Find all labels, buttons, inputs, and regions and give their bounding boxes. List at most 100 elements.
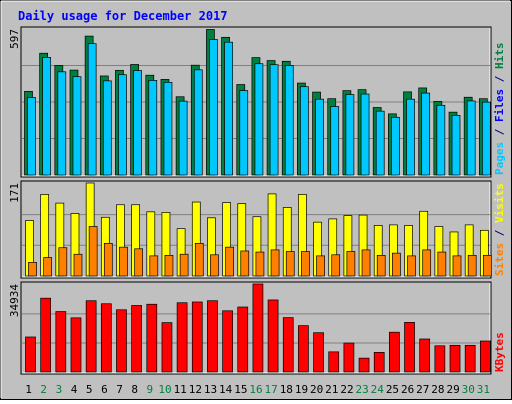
kbytes-bar: [40, 297, 52, 373]
day-tick-label: 22: [340, 383, 353, 396]
day-tick-label: 29: [446, 383, 459, 396]
sites-bar: [437, 251, 447, 277]
sites-bar: [482, 254, 492, 277]
kbytes-bar: [343, 342, 355, 373]
side-legend-item: /: [493, 69, 506, 89]
kbytes-bar: [267, 299, 279, 373]
sites-bar: [103, 243, 113, 277]
day-tick-label: 5: [86, 383, 93, 396]
kbytes-bar: [237, 306, 249, 373]
day-tick-label: 24: [371, 383, 385, 396]
day-tick-label: 20: [310, 383, 323, 396]
day-tick-label: 8: [131, 383, 138, 396]
sites-bar: [134, 248, 143, 277]
kbytes-bar: [419, 338, 431, 373]
kbytes-bar: [313, 332, 324, 373]
sites-bar: [376, 254, 386, 277]
side-legend-item: Sites: [493, 243, 506, 276]
kbytes-bar: [131, 305, 142, 373]
day-tick-label: 25: [386, 383, 399, 396]
side-legend-item: Pages: [493, 142, 506, 175]
files-bar: [345, 94, 355, 176]
sites-bar: [179, 253, 189, 277]
kbytes-bar: [434, 345, 446, 373]
sites-bar: [346, 251, 356, 277]
kbytes-bar: [85, 300, 97, 373]
sites-bar: [210, 254, 219, 277]
sites-bar: [255, 251, 265, 277]
sites-bar: [407, 255, 416, 277]
day-tick-label: 17: [265, 383, 278, 396]
files-bar: [375, 110, 385, 176]
kbytes-bar: [464, 344, 476, 373]
day-tick-label: 6: [101, 383, 108, 396]
files-bar: [269, 64, 279, 176]
sites-bar: [361, 249, 371, 277]
files-bar: [42, 57, 52, 176]
kbytes-bar: [191, 301, 203, 373]
kbytes-bar: [328, 351, 340, 373]
sites-bar: [392, 252, 401, 277]
sites-bar: [301, 251, 310, 277]
kbytes-bar: [116, 309, 127, 373]
y-max-label: 597: [8, 29, 21, 49]
sites-bar: [88, 226, 98, 277]
kbytes-bar: [161, 322, 173, 373]
files-bar: [391, 116, 400, 176]
sites-bar: [270, 249, 280, 277]
kbytes-bar: [479, 340, 491, 373]
chart-title: Daily usage for December 2017: [18, 9, 228, 23]
kbytes-bar: [176, 302, 188, 373]
side-legend: KBytes: [493, 332, 506, 372]
files-bar: [118, 74, 127, 176]
side-legend-item: Hits: [493, 43, 506, 70]
side-legend-item: Files: [493, 89, 506, 122]
day-tick-label: 3: [56, 383, 63, 396]
files-bar: [239, 90, 249, 176]
files-bar: [481, 101, 491, 176]
panel-visits-sites: 171 Sites / Visits: [8, 180, 506, 279]
sites-bar: [467, 254, 477, 277]
y-max-label: 34934: [8, 284, 21, 317]
day-tick-label: 23: [356, 383, 369, 396]
files-bar: [193, 69, 203, 176]
side-legend-item: Visits: [493, 183, 506, 223]
files-bar: [421, 92, 431, 176]
files-bar: [72, 76, 82, 176]
side-legend-item: /: [493, 122, 506, 142]
files-bar: [148, 80, 158, 176]
sites-bar: [58, 247, 68, 277]
sites-bar: [225, 246, 234, 277]
day-tick-label: 16: [249, 383, 262, 396]
files-bar: [224, 41, 233, 176]
day-tick-label: 19: [295, 383, 308, 396]
day-tick-label: 11: [174, 383, 187, 396]
files-bar: [360, 93, 370, 176]
side-legend: Pages / Files / Hits: [493, 43, 506, 176]
files-bar: [466, 100, 476, 176]
files-bar: [254, 63, 264, 176]
files-bar: [330, 106, 340, 176]
day-tick-label: 2: [40, 383, 47, 396]
kbytes-bar: [100, 303, 112, 373]
sites-bar: [316, 255, 325, 277]
day-tick-label: 26: [401, 383, 414, 396]
sites-bar: [43, 257, 53, 277]
files-bar: [102, 80, 112, 176]
kbytes-bar: [55, 311, 67, 373]
side-legend-item: KBytes: [493, 332, 506, 372]
day-tick-label: 14: [219, 383, 233, 396]
sites-bar: [331, 254, 341, 277]
files-bar: [436, 104, 446, 176]
kbytes-bar: [389, 331, 400, 373]
files-bar: [315, 98, 324, 176]
kbytes-bar: [449, 344, 461, 373]
sites-bar: [119, 246, 128, 277]
day-tick-label: 4: [71, 383, 78, 396]
kbytes-bar: [373, 352, 385, 373]
files-bar: [133, 70, 142, 176]
day-tick-label: 9: [147, 383, 154, 396]
day-tick-label: 18: [280, 383, 293, 396]
